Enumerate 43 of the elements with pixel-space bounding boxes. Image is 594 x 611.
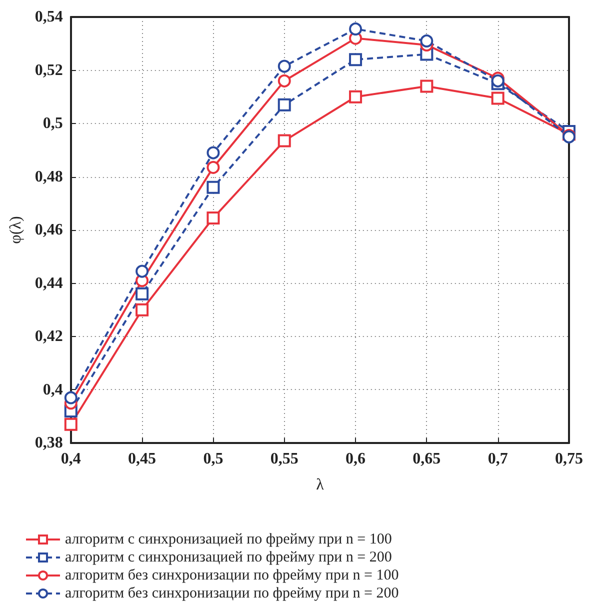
point <box>136 303 149 316</box>
point <box>491 74 504 88</box>
point <box>206 160 220 174</box>
point <box>136 287 149 300</box>
point <box>206 180 220 194</box>
y-tick-label: 0,54 <box>34 8 63 26</box>
legend-label: алгоритм без синхронизации по фрейму при n = 200 <box>65 586 399 602</box>
x-tick-label: 0,55 <box>270 450 298 468</box>
point <box>420 34 434 48</box>
point <box>64 391 78 404</box>
legend-label: алгоритм без синхронизации по фрейму при n = 100 <box>65 568 399 584</box>
point <box>278 60 291 73</box>
y-tick-label: 0,48 <box>34 168 63 186</box>
point <box>278 134 291 148</box>
legend-label: алгоритм с синхронизацией по фрейму при n = 100 <box>65 532 392 548</box>
y-tick-label: 0,46 <box>34 222 63 238</box>
point <box>349 90 362 104</box>
x-tick-label: 0,65 <box>412 450 441 468</box>
y-tick-label: 0,38 <box>34 434 63 452</box>
point <box>278 74 291 88</box>
point <box>206 146 220 160</box>
y-tick-label: 0,52 <box>34 62 63 79</box>
y-tick-label: 0,5 <box>42 115 63 132</box>
point <box>136 264 149 278</box>
point <box>349 22 362 36</box>
point <box>64 418 78 431</box>
y-tick-label: 0,44 <box>34 274 63 292</box>
point <box>349 53 362 66</box>
x-tick-label: 0,5 <box>203 450 224 468</box>
y-tick-label: 0,42 <box>34 328 63 345</box>
x-tick-label: 0,45 <box>128 450 156 468</box>
point <box>278 98 291 112</box>
x-axis-title: λ <box>316 476 324 494</box>
point <box>206 212 220 225</box>
y-tick-label: 0,4 <box>42 381 63 398</box>
x-tick-label: 0,75 <box>555 450 583 468</box>
legend-label: алгоритм с синхронизацией по фрейму при n = 200 <box>65 550 392 566</box>
point <box>420 80 434 93</box>
x-tick-label: 0,7 <box>488 450 508 468</box>
point <box>491 92 504 105</box>
y-axis-title: φ(λ) <box>8 216 24 244</box>
x-tick-label: 0,4 <box>60 450 81 468</box>
x-tick-label: 0,6 <box>346 450 366 468</box>
